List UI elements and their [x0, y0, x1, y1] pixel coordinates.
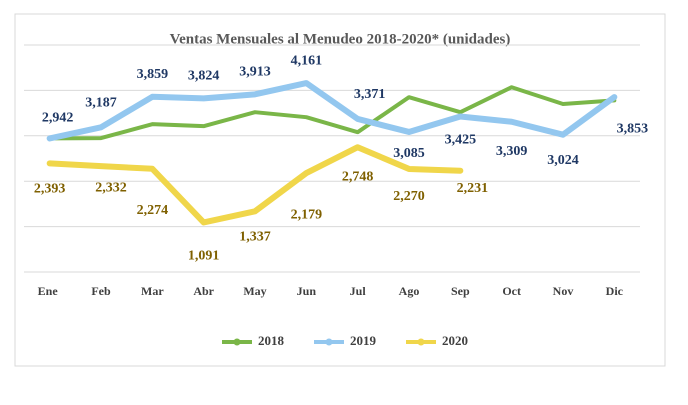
x-tick-label: Mar	[141, 284, 164, 298]
legend-marker	[233, 338, 241, 346]
data-label: 2,748	[342, 169, 374, 184]
data-label: 4,161	[291, 53, 323, 68]
data-label: 3,425	[445, 133, 477, 148]
series-line	[47, 85, 617, 141]
series-line	[46, 80, 618, 142]
data-label: 2,942	[42, 111, 74, 126]
data-label: 3,024	[547, 153, 579, 168]
data-label: 3,913	[239, 65, 271, 80]
chart-frame	[14, 13, 666, 367]
data-label: 3,853	[617, 121, 649, 136]
x-tick-label: Abr	[193, 284, 214, 298]
data-label: 3,187	[85, 96, 117, 111]
legend-label: 2018	[258, 333, 285, 348]
data-label: 3,859	[137, 67, 169, 82]
data-label: 2,393	[34, 182, 66, 197]
data-label: 1,337	[239, 230, 271, 245]
data-label: 2,179	[291, 207, 323, 222]
x-tick-label: Ago	[399, 284, 420, 298]
data-label: 3,371	[354, 87, 386, 102]
chart-title: Ventas Mensuales al Menudeo 2018-2020* (…	[170, 31, 511, 47]
x-tick-label: Sep	[451, 284, 470, 298]
legend-marker	[325, 338, 333, 346]
legend-label: 2019	[350, 333, 377, 348]
data-label: 3,824	[188, 69, 220, 84]
x-tick-label: Nov	[553, 284, 574, 298]
x-tick-label: Oct	[502, 284, 521, 298]
data-label: 1,091	[188, 249, 220, 264]
data-label: 2,270	[393, 189, 425, 204]
x-tick-label: May	[243, 284, 266, 298]
data-label: 3,309	[496, 144, 528, 159]
data-label: 3,085	[393, 146, 425, 161]
x-tick-label: Jul	[350, 284, 367, 298]
x-tick-label: Jun	[297, 284, 317, 298]
data-label: 2,332	[95, 180, 127, 195]
x-tick-label: Dic	[606, 284, 624, 298]
data-label: 2,231	[457, 181, 489, 196]
data-label: 2,274	[137, 203, 169, 218]
legend-marker	[417, 338, 425, 346]
legend-label: 2020	[442, 333, 468, 348]
x-tick-label: Ene	[38, 284, 59, 298]
x-tick-label: Feb	[91, 284, 111, 298]
series-line	[46, 144, 464, 226]
